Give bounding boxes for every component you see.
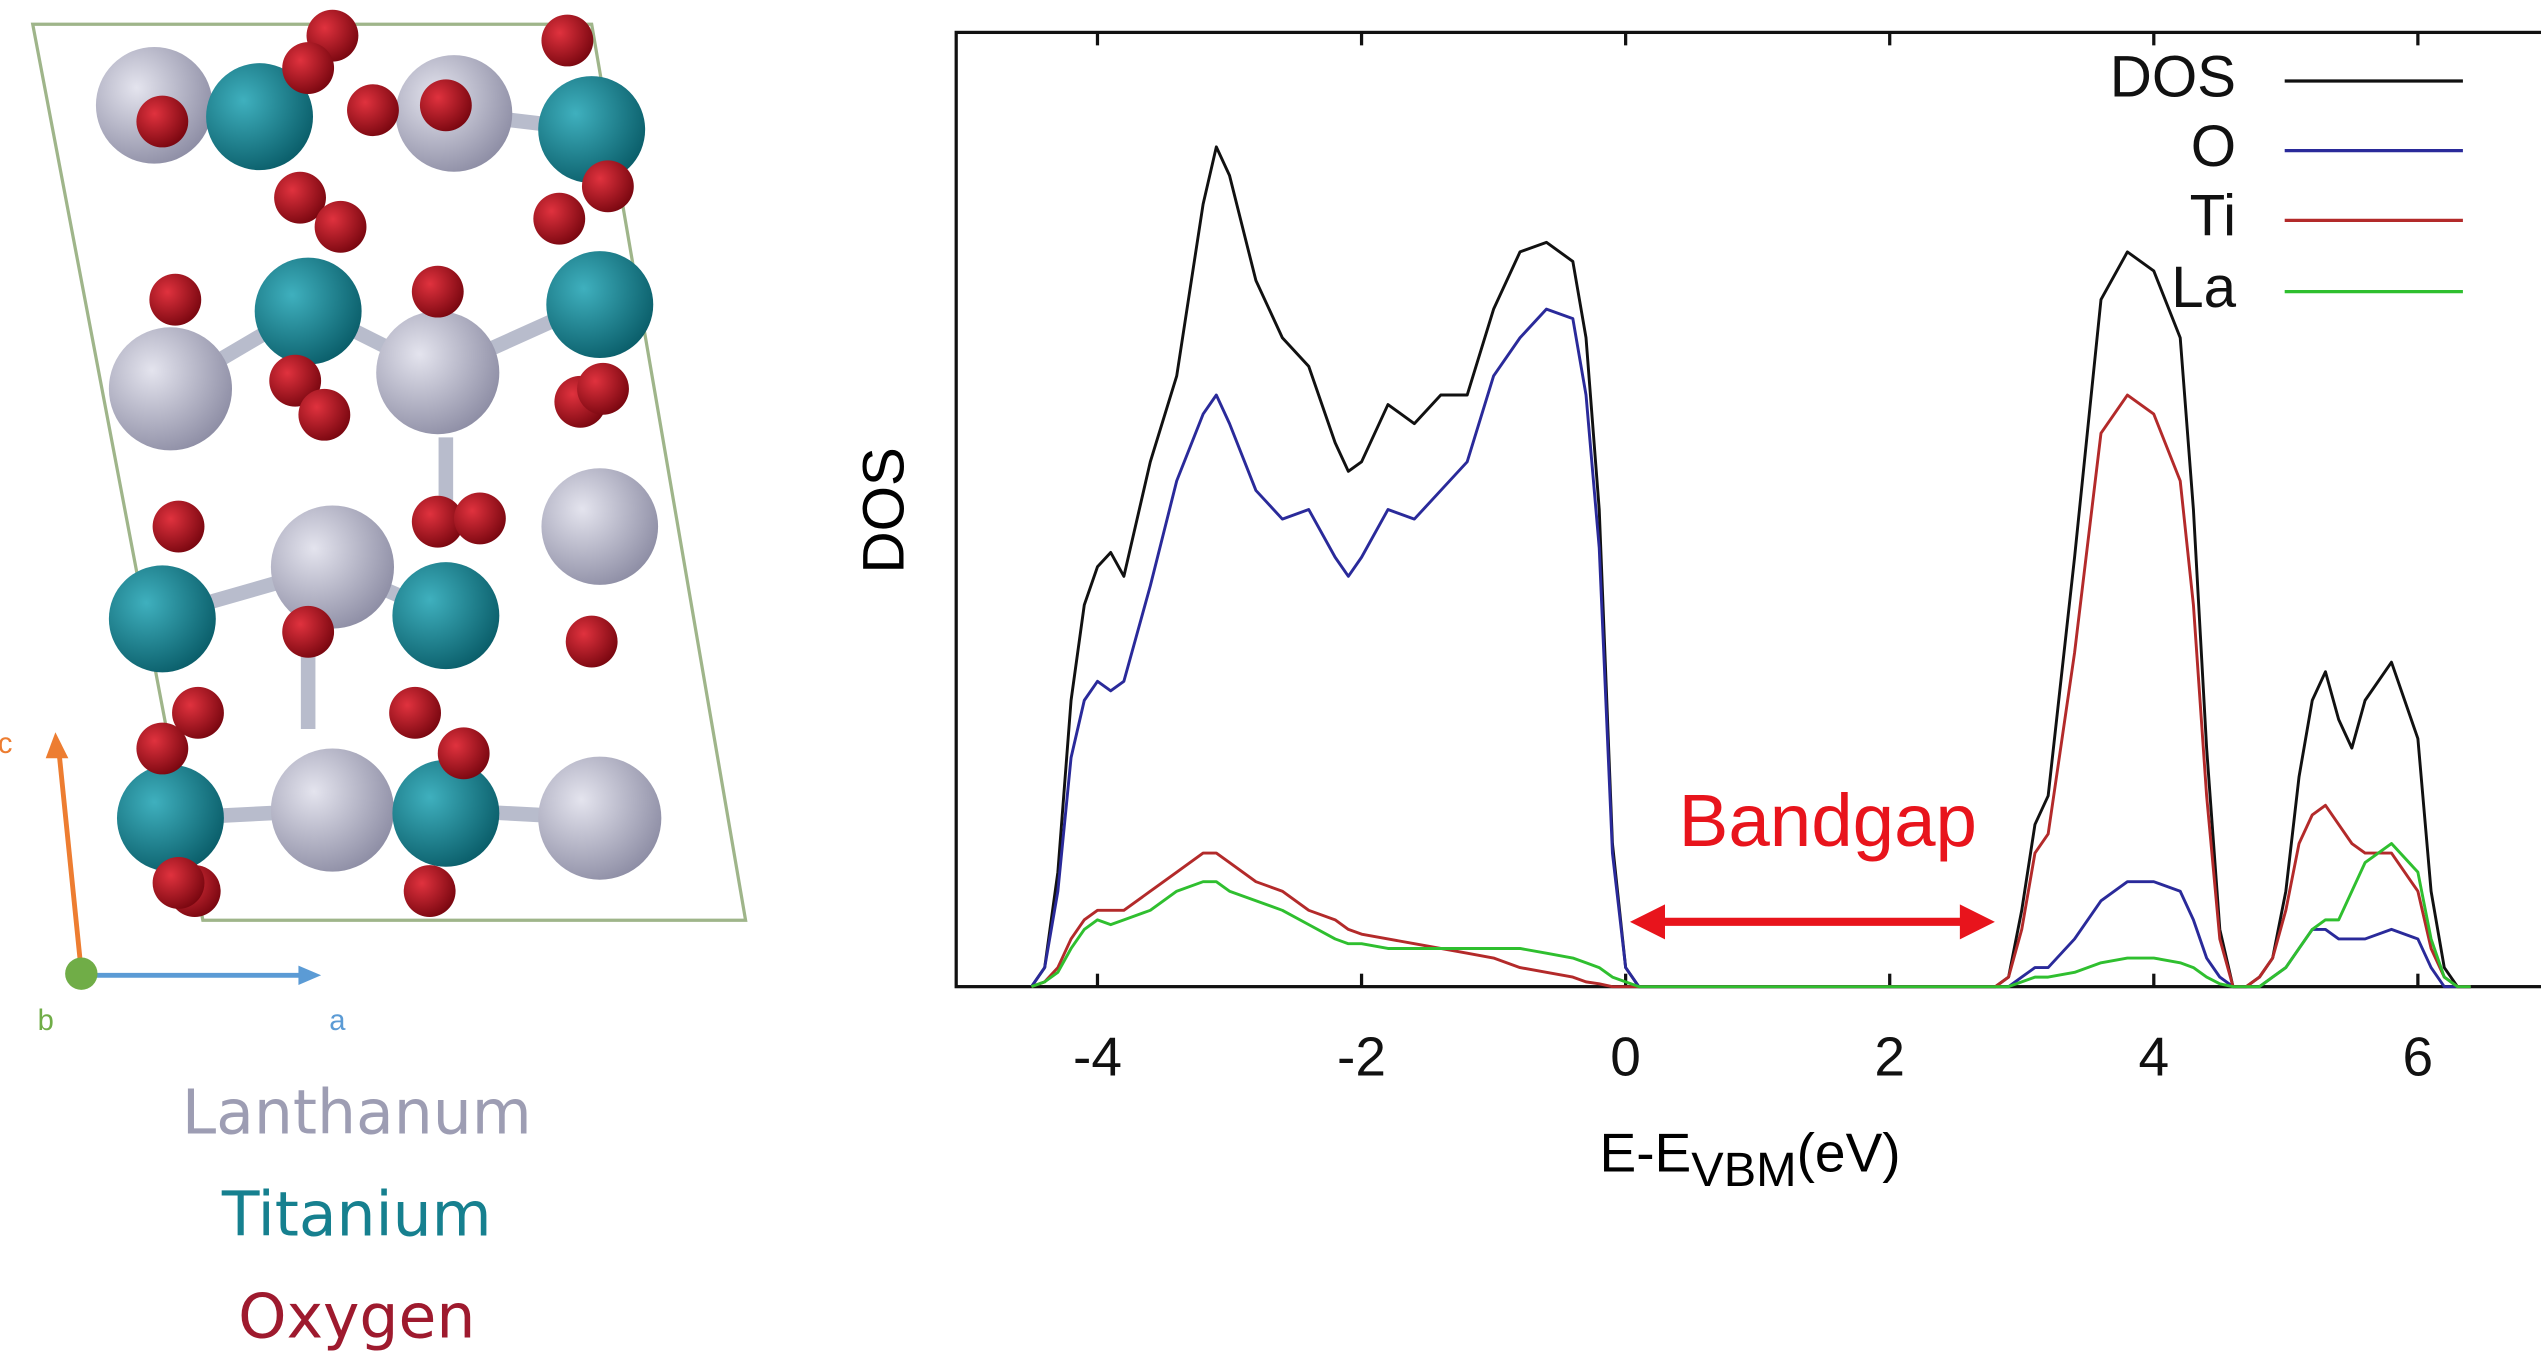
x-axis-title-main: E-E	[1599, 1121, 1691, 1183]
atom	[271, 505, 394, 628]
atom	[117, 765, 224, 872]
annotation: Bandgap	[1679, 779, 1977, 862]
legend-label: Ti	[2190, 184, 2236, 249]
x-tick-label: 2	[1874, 1026, 1905, 1088]
element-label: Lanthanum	[182, 1076, 532, 1148]
x-tick-label: -4	[1073, 1026, 1122, 1088]
ti-atoms	[109, 63, 653, 871]
x-axis-title-suffix: (eV)	[1797, 1121, 1901, 1183]
x-tick-label: 6	[2403, 1026, 2434, 1088]
series-line	[1031, 309, 2470, 987]
page: {"chart_data": {"type": "line", "ylabel"…	[0, 0, 2541, 1369]
crystal-structure: a b c	[0, 10, 746, 1037]
atom	[271, 748, 394, 871]
bandgap-arrow	[1632, 906, 1993, 938]
atom	[546, 251, 653, 358]
atom	[255, 258, 362, 365]
x-tick-label: 4	[2138, 1026, 2169, 1088]
legend-label: La	[2171, 255, 2236, 320]
atom	[392, 562, 499, 669]
x-tick-label: 0	[1610, 1026, 1641, 1088]
atom	[109, 327, 232, 450]
c-axis-arrow	[59, 748, 82, 972]
element-label: Oxygen	[238, 1280, 475, 1352]
b-axis-label: b	[38, 1005, 54, 1037]
legend-label: DOS	[2110, 44, 2236, 109]
atom	[541, 468, 658, 585]
x-axis-title-sub: VBM	[1691, 1143, 1796, 1197]
legend-label: O	[2191, 114, 2236, 179]
atom	[376, 311, 499, 434]
x-axis-title: E-EVBM(eV)	[1599, 1121, 1900, 1196]
element-label: Titanium	[221, 1178, 492, 1250]
a-axis-label: a	[329, 1005, 346, 1037]
c-axis-head	[46, 732, 69, 758]
series-line	[1031, 844, 2470, 987]
y-axis-title: DOS	[852, 447, 917, 573]
a-axis-head	[298, 966, 321, 985]
atom	[392, 760, 499, 867]
b-axis-dot	[65, 957, 97, 989]
x-tick-label: -2	[1337, 1026, 1386, 1088]
c-axis-label: c	[0, 728, 12, 760]
atom	[109, 565, 216, 672]
atom	[538, 757, 661, 880]
figure: a b c Lanthanum Titanium Oxygen DOS E-EV…	[0, 0, 2541, 1369]
